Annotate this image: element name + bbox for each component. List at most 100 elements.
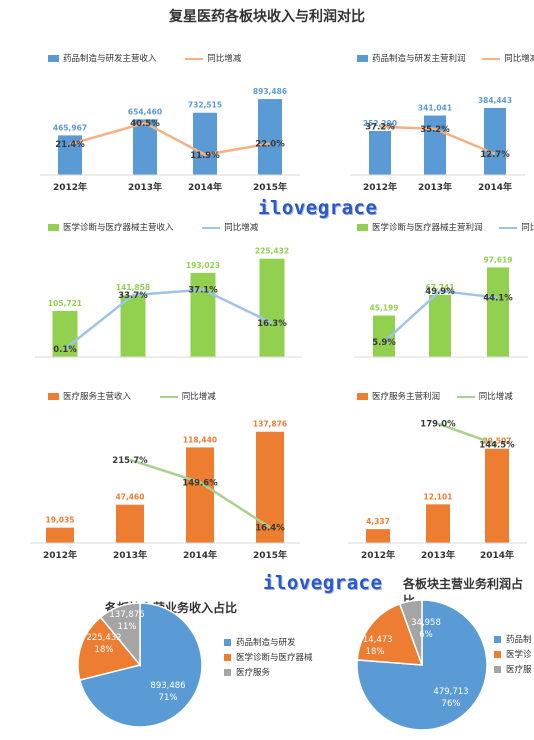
pie-legend-profit: 药品制 医学诊 医疗服 (494, 633, 532, 678)
legend-swatch (482, 57, 501, 60)
legend-swatch (48, 224, 59, 231)
bar (46, 527, 74, 543)
legend-label: 医学诊 (506, 650, 532, 660)
bar-value-label: 97,619 (484, 255, 513, 264)
growth-label: 144.5% (479, 441, 515, 451)
bar (190, 272, 216, 357)
growth-label: 35.2% (420, 125, 450, 135)
pie-percent-label: 18% (95, 645, 114, 655)
bar (256, 431, 284, 543)
bar (484, 107, 506, 175)
pie-slice (77, 616, 142, 681)
bar (366, 529, 390, 543)
bar-value-label: 12,101 (424, 492, 453, 501)
page-title: 复星医药各板块收入与利润对比 (169, 9, 365, 25)
category-label: 2013年 (128, 181, 162, 193)
bar-value-label: 29,507 (483, 437, 512, 446)
growth-line (129, 458, 271, 529)
legend-label: 医学诊断与医疗器械主营收入 (63, 223, 174, 233)
legend-service-profit: 医疗服务主营利润 同比增减 (357, 390, 534, 402)
pie-slice (356, 599, 488, 731)
category-label: 2014年 (478, 181, 512, 193)
bar (258, 99, 282, 175)
category-label: 2014年 (188, 181, 222, 193)
growth-label: 37.1% (188, 286, 218, 296)
legend-device-profit: 医学诊断与医疗器械主营利润 同比增减 (357, 221, 534, 233)
pie-value-label: 34,958 (411, 618, 441, 628)
category-label: 2015年 (253, 549, 287, 561)
legend-swatch (494, 651, 501, 658)
legend-label: 药品制 (506, 635, 532, 645)
growth-line (379, 125, 496, 156)
bar-value-label: 193,023 (186, 261, 220, 270)
bar-value-label: 252,290 (363, 119, 397, 128)
bar (120, 295, 146, 357)
growth-label: 21.4% (55, 140, 85, 150)
legend-pharma-profit: 药品制造与研发主营利润 同比增减 (357, 52, 534, 64)
growth-label: 0.1% (53, 345, 77, 355)
bar-value-label: 45,199 (370, 303, 399, 312)
bar-value-label: 465,967 (53, 123, 87, 132)
legend-swatch (224, 669, 231, 676)
legend-label: 医疗服务 (236, 668, 271, 678)
bar-value-label: 118,440 (183, 435, 217, 444)
legend-swatch (224, 639, 231, 646)
pie-value-label: 137,876 (109, 610, 144, 620)
legend-swatch (494, 666, 501, 673)
pie-value-label: 479,713 (433, 687, 468, 697)
pie-value-label: 893,486 (150, 681, 185, 691)
bar (487, 267, 509, 357)
bar (429, 294, 451, 357)
growth-label: 16.3% (257, 319, 287, 329)
bar-value-label: 19,035 (46, 516, 75, 525)
bar-value-label: 67,741 (426, 283, 455, 292)
bar-value-label: 225,432 (255, 247, 289, 256)
pie-slice (356, 602, 424, 666)
category-label: 2013年 (113, 549, 147, 561)
growth-label: 49.9% (425, 287, 455, 297)
growth-label: 5.9% (372, 338, 396, 348)
watermark-text: ilovegrace (263, 572, 383, 594)
growth-line (69, 121, 271, 157)
bar-value-label: 47,460 (116, 493, 145, 502)
legend-swatch (357, 224, 368, 231)
bar (193, 112, 217, 175)
pie-percent-label: 6% (419, 630, 433, 640)
pie-legend-revenue: 药品制造与研发 医学诊断与医疗器械 医疗服务 (224, 636, 313, 681)
bar (373, 315, 395, 357)
legend-label: 医学诊断与医疗器械主营利润 (372, 223, 483, 233)
growth-label: 40.5% (130, 119, 160, 129)
legend-label: 同比增减 (207, 54, 242, 64)
legend-swatch (48, 55, 59, 62)
bar-value-label: 893,486 (253, 87, 287, 96)
growth-label: 16.4% (255, 523, 285, 533)
category-label: 2014年 (480, 549, 514, 561)
growth-label: 11.9% (190, 151, 220, 161)
pie-value-label: 114,473 (357, 635, 392, 645)
bar-value-label: 732,515 (188, 101, 222, 110)
legend-swatch (494, 636, 501, 643)
growth-label: 33.7% (118, 291, 148, 301)
legend-swatch (202, 226, 221, 229)
bar (186, 447, 214, 543)
legend-label: 同比增减 (478, 392, 513, 402)
pie-percent-label: 11% (118, 622, 137, 632)
legend-label: 药品制造与研发 (236, 638, 296, 648)
category-label: 2012年 (53, 181, 87, 193)
pie-percent-label: 71% (159, 693, 178, 703)
legend-label: 医疗服务主营收入 (63, 392, 132, 402)
bar-value-label: 654,460 (128, 107, 162, 116)
bar-value-label: 141,858 (116, 283, 150, 292)
growth-line (64, 288, 273, 350)
legend-label: 同比增减 (504, 54, 534, 64)
pie-slice (99, 602, 141, 668)
legend-device-revenue: 医学诊断与医疗器械主营收入 同比增减 (48, 221, 284, 233)
legend-label: 同比增减 (224, 223, 259, 233)
legend-swatch (159, 395, 178, 398)
